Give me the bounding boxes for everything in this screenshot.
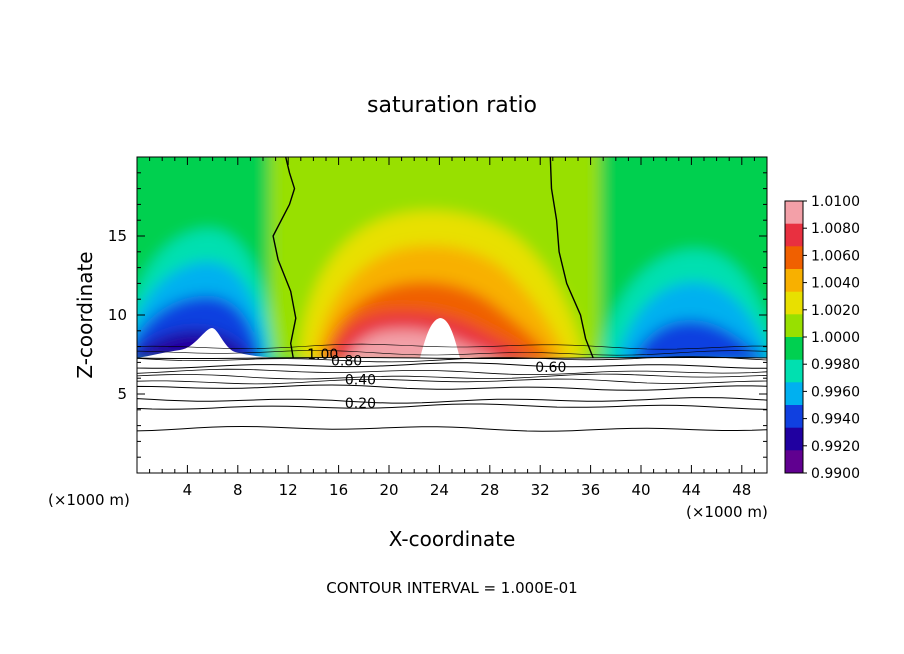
- x-tick-label: 8: [233, 481, 243, 499]
- x-axis: 4 8 12 16 20 24 28 32 36 40 44 48: [149, 157, 755, 499]
- colorbar-label: 0.9920: [811, 439, 860, 455]
- x-tick-label: 24: [430, 481, 449, 499]
- colorbar-label: 0.9900: [811, 466, 860, 482]
- x-tick-label: 20: [379, 481, 398, 499]
- colorbar-label: 1.0100: [811, 194, 860, 210]
- x-unit-right: (×1000 m): [686, 503, 768, 521]
- colorbar-swatch: [785, 314, 803, 338]
- colorbar: 1.0100 1.0080 1.0060 1.0040 1.0020 1.0000 0.99…: [784, 194, 860, 482]
- colorbar-swatch: [785, 269, 803, 293]
- x-tick-label: 48: [732, 481, 751, 499]
- contour-label: 0.60: [535, 360, 566, 376]
- x-tick-label: 4: [183, 481, 193, 499]
- colorbar-label: 0.9960: [811, 384, 860, 400]
- contour-interval-note: CONTOUR INTERVAL = 1.000E-01: [326, 579, 577, 597]
- y-axis-label: Z-coordinate: [73, 251, 97, 378]
- y-tick-label: 10: [108, 306, 127, 324]
- colorbar-label: 1.0000: [811, 330, 860, 346]
- x-axis-label: X-coordinate: [389, 527, 516, 551]
- colorbar-swatch: [785, 427, 803, 451]
- colorbar-label: 1.0020: [811, 303, 860, 319]
- contour-label: 0.40: [345, 373, 376, 389]
- colorbar-swatch: [785, 405, 803, 429]
- x-tick-label: 12: [279, 481, 298, 499]
- x-tick-label: 16: [329, 481, 348, 499]
- colorbar-swatch: [785, 291, 803, 315]
- x-tick-label: 32: [531, 481, 550, 499]
- x-tick-label: 28: [480, 481, 499, 499]
- chart-title: saturation ratio: [367, 93, 537, 118]
- colorbar-swatch: [785, 337, 803, 361]
- boundary-contour-2: [549, 157, 594, 358]
- y-tick-label: 5: [117, 385, 127, 403]
- colorbar-swatch: [785, 201, 803, 225]
- y-tick-label: 15: [108, 227, 127, 245]
- x-tick-label: 44: [682, 481, 701, 499]
- boundary-contour-1: [272, 157, 297, 358]
- colorbar-swatch: [785, 246, 803, 270]
- x-unit-left: (×1000 m): [48, 491, 130, 509]
- colorbar-swatch: [785, 223, 803, 247]
- colorbar-swatch: [785, 382, 803, 406]
- x-tick-label: 36: [581, 481, 600, 499]
- contour-label: 0.20: [345, 396, 376, 412]
- contour-label: 1.00: [307, 347, 338, 363]
- colorbar-label: 1.0080: [811, 221, 860, 237]
- heatmap-field: 1.000.80 0.60 0.40 0.20: [137, 157, 767, 473]
- contour-label: 0.80: [331, 354, 362, 370]
- x-tick-label: 40: [631, 481, 650, 499]
- colorbar-swatch: [785, 450, 803, 474]
- colorbar-label: 1.0060: [811, 248, 860, 264]
- colorbar-label: 1.0040: [811, 276, 860, 292]
- y-axis: 5 10 15: [108, 172, 767, 458]
- colorbar-label: 0.9980: [811, 357, 860, 373]
- colorbar-swatch: [785, 359, 803, 383]
- colorbar-label: 0.9940: [811, 412, 860, 428]
